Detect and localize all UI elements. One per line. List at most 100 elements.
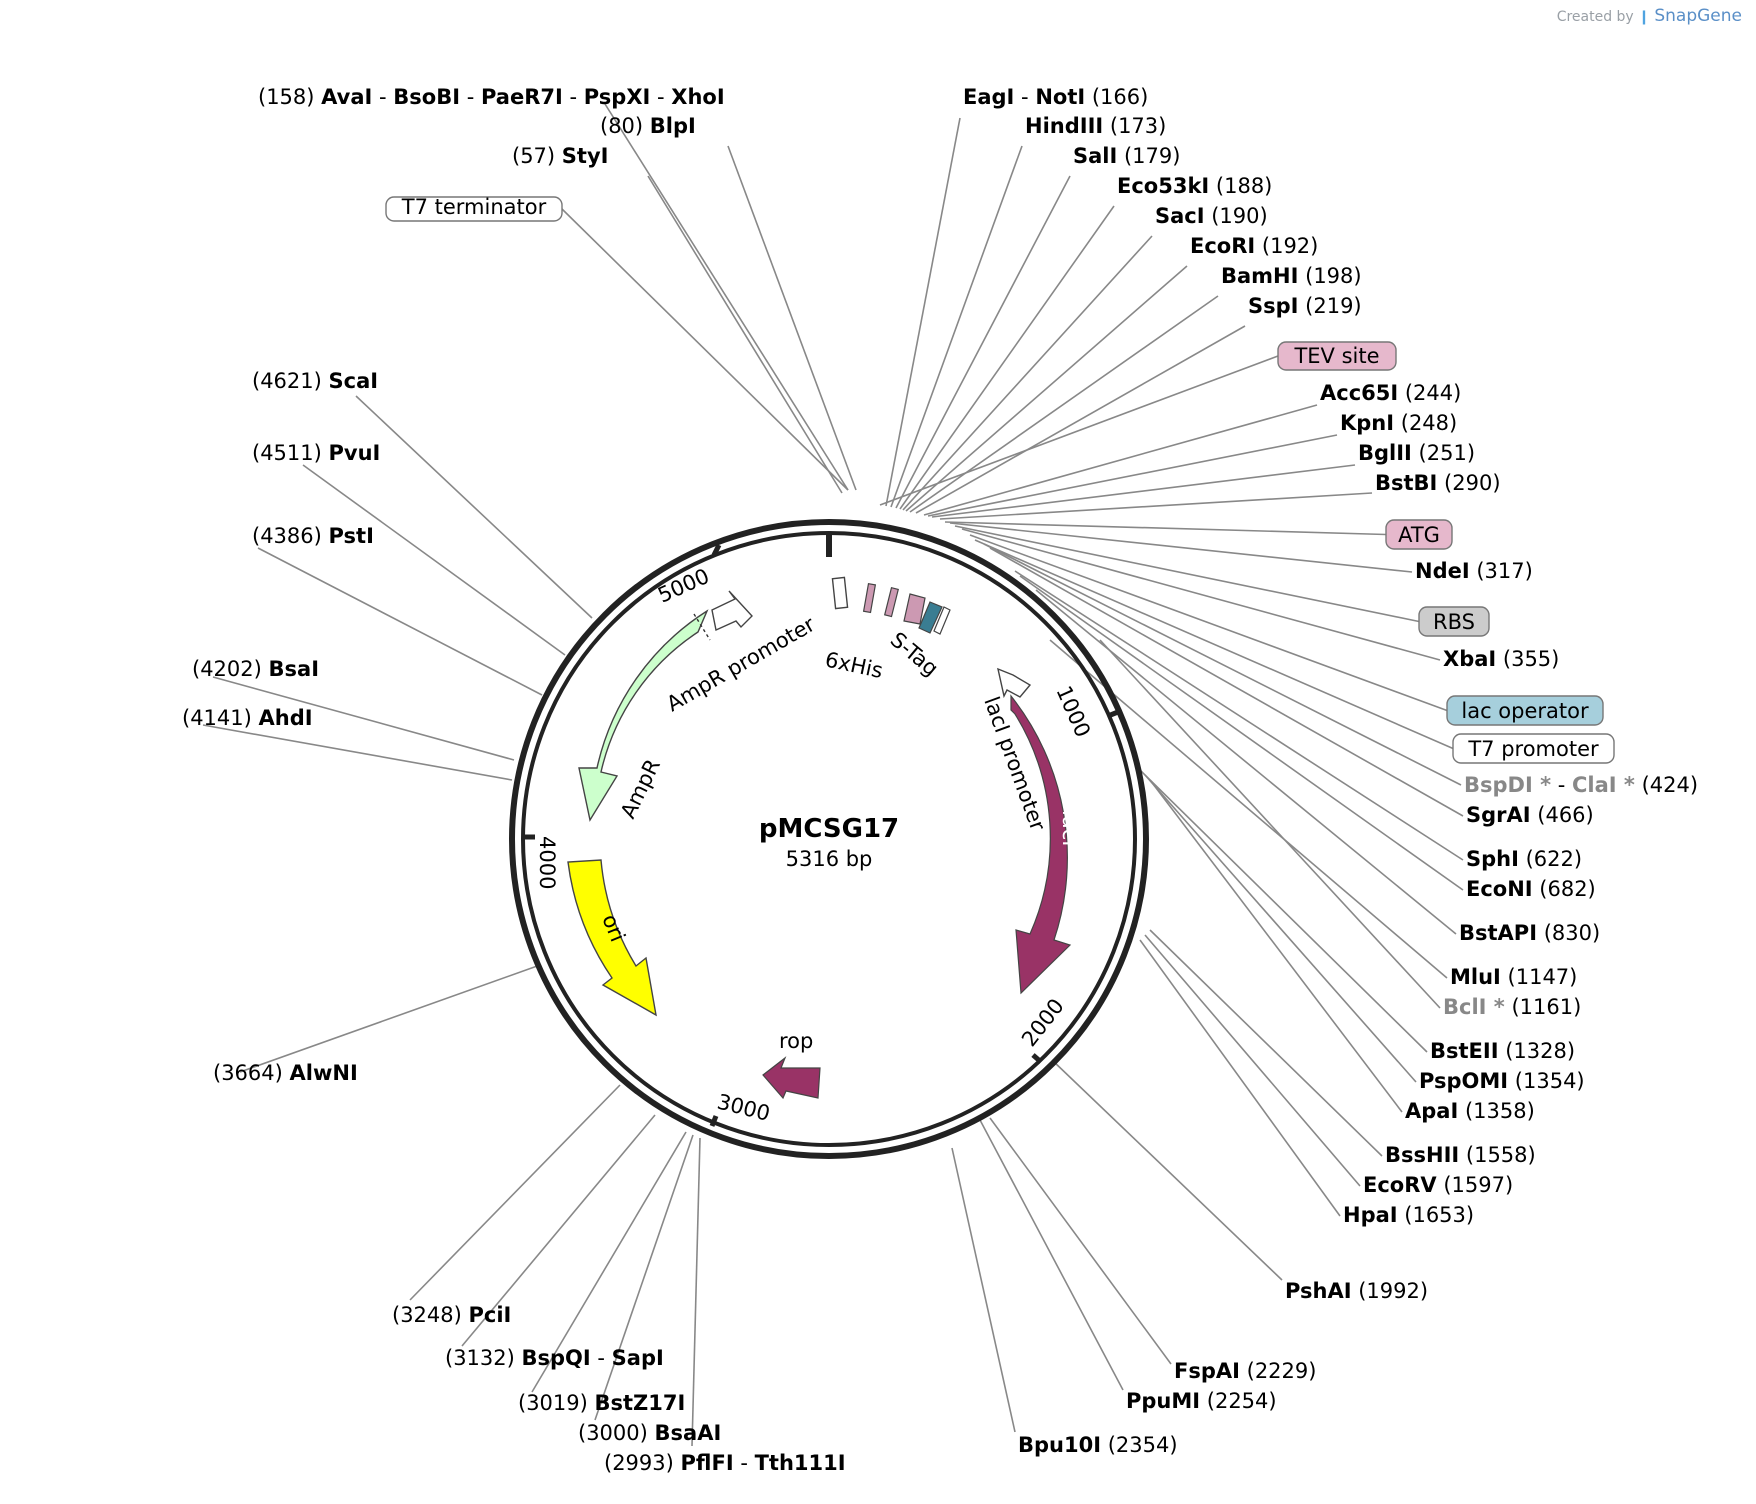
restriction-site[interactable]: (3248) PciI bbox=[392, 1303, 511, 1327]
restriction-site[interactable]: (3019) BstZ17I bbox=[518, 1391, 685, 1415]
restriction-site[interactable]: PspOMI (1354) bbox=[1419, 1069, 1585, 1093]
leader-line bbox=[691, 1137, 701, 1447]
feature-rop-arrow[interactable] bbox=[762, 1056, 821, 1100]
enzyme-name: BsoBI bbox=[393, 85, 460, 109]
leader-line bbox=[927, 434, 1338, 517]
restriction-site[interactable]: SalI (179) bbox=[1073, 144, 1180, 168]
restriction-site[interactable]: KpnI (248) bbox=[1340, 411, 1457, 435]
restriction-site[interactable]: SspI (219) bbox=[1248, 294, 1362, 318]
restriction-site[interactable]: BstEII (1328) bbox=[1430, 1039, 1575, 1063]
tick-2000: 2000 bbox=[1017, 994, 1069, 1051]
leader-line bbox=[879, 355, 1279, 506]
leader-lines bbox=[202, 103, 1464, 1447]
restriction-site[interactable]: ApaI (1358) bbox=[1405, 1099, 1535, 1123]
restriction-site[interactable]: Bpu10I (2354) bbox=[1018, 1433, 1178, 1457]
site-position: (1992) bbox=[1352, 1279, 1429, 1303]
restriction-site[interactable]: (2993) PflFI - Tth111I bbox=[604, 1451, 846, 1475]
leader-line bbox=[302, 464, 566, 656]
restriction-site[interactable]: SgrAI (466) bbox=[1466, 803, 1594, 827]
feature-t7-promoter-arrow[interactable] bbox=[933, 606, 951, 635]
enzyme-name: BsaAI bbox=[655, 1421, 722, 1445]
restriction-site[interactable]: (4386) PstI bbox=[252, 524, 374, 548]
restriction-site[interactable]: BstBI (290) bbox=[1375, 471, 1501, 495]
site-label-text: HindIII (173) bbox=[1025, 114, 1166, 138]
feature-ori-arrow[interactable] bbox=[567, 859, 657, 1017]
restriction-site[interactable]: PshAI (1992) bbox=[1285, 1279, 1428, 1303]
feature-ampr-promoter-arrow[interactable] bbox=[711, 590, 753, 631]
boxed-feature-label[interactable]: lac operator bbox=[1446, 695, 1604, 726]
leader-line bbox=[895, 175, 1071, 509]
restriction-site[interactable]: BglII (251) bbox=[1358, 441, 1475, 465]
restriction-site[interactable]: BssHII (1558) bbox=[1385, 1143, 1536, 1167]
restriction-site[interactable]: (80) BlpI bbox=[600, 114, 696, 138]
restriction-site[interactable]: (4141) AhdI bbox=[182, 706, 313, 730]
feature-t7-terminator-box[interactable] bbox=[831, 576, 849, 610]
tick-4000: 4000 bbox=[535, 836, 559, 889]
leader-line bbox=[905, 265, 1188, 512]
restriction-site[interactable]: (158) AvaI - BsoBI - PaeR7I - PspXI - Xh… bbox=[258, 85, 725, 109]
site-position: (4202) bbox=[192, 657, 269, 681]
restriction-site[interactable]: EcoRI (192) bbox=[1190, 234, 1318, 258]
site-position: (1558) bbox=[1459, 1143, 1536, 1167]
site-position: (1358) bbox=[1458, 1099, 1535, 1123]
restriction-site[interactable]: HindIII (173) bbox=[1025, 114, 1166, 138]
feature-laci-arrow[interactable] bbox=[1010, 694, 1072, 995]
restriction-site[interactable]: SphI (622) bbox=[1466, 847, 1582, 871]
restriction-site[interactable]: EcoNI (682) bbox=[1466, 877, 1596, 901]
plasmid-name: pMCSG17 bbox=[759, 814, 899, 844]
site-label-text: BstAPI (830) bbox=[1459, 921, 1600, 945]
site-position: (1328) bbox=[1499, 1039, 1576, 1063]
restriction-site[interactable]: (4621) ScaI bbox=[252, 369, 378, 393]
leader-line bbox=[1139, 939, 1341, 1217]
restriction-site[interactable]: Acc65I (244) bbox=[1320, 381, 1461, 405]
feature-laci-promoter-arrow[interactable] bbox=[997, 667, 1032, 699]
boxed-feature-label[interactable]: TEV site bbox=[1277, 341, 1397, 371]
boxed-feature-label[interactable]: ATG bbox=[1385, 519, 1453, 550]
boxed-feature-label[interactable]: T7 promoter bbox=[1452, 733, 1615, 764]
enzyme-name: BsaI bbox=[269, 657, 320, 681]
restriction-site[interactable]: BstAPI (830) bbox=[1459, 921, 1600, 945]
restriction-site[interactable]: (3132) BspQI - SapI bbox=[445, 1346, 664, 1370]
feature-ampr-arrow[interactable] bbox=[578, 609, 709, 822]
leader-line bbox=[1149, 779, 1403, 1113]
boxed-feature-label[interactable]: RBS bbox=[1418, 606, 1490, 637]
restriction-site[interactable]: XbaI (355) bbox=[1443, 647, 1559, 671]
feature-tev-box[interactable] bbox=[883, 586, 899, 618]
enzyme-name: Bpu10I bbox=[1018, 1433, 1101, 1457]
site-position: (290) bbox=[1437, 471, 1500, 495]
restriction-site[interactable]: SacI (190) bbox=[1155, 204, 1268, 228]
boxed-feature-label[interactable]: T7 terminator bbox=[385, 195, 563, 222]
site-position: (2993) bbox=[604, 1451, 681, 1475]
restriction-site[interactable]: BamHI (198) bbox=[1221, 264, 1362, 288]
restriction-site[interactable]: BclI * (1161) bbox=[1443, 995, 1581, 1019]
restriction-site[interactable]: (3000) BsaAI bbox=[578, 1421, 721, 1445]
enzyme-name: BspQI bbox=[522, 1346, 591, 1370]
restriction-site[interactable]: NdeI (317) bbox=[1415, 559, 1533, 583]
feature-6xhis-box[interactable] bbox=[862, 582, 877, 614]
restriction-site[interactable]: EagI - NotI (166) bbox=[963, 85, 1148, 109]
restriction-site[interactable]: FspAI (2229) bbox=[1174, 1359, 1316, 1383]
site-position: (190) bbox=[1205, 204, 1268, 228]
site-separator: - bbox=[1014, 85, 1035, 109]
leader-line bbox=[1014, 570, 1464, 861]
restriction-site[interactable]: BspDI * - ClaI * (424) bbox=[1464, 773, 1698, 797]
site-label-text: BssHII (1558) bbox=[1385, 1143, 1536, 1167]
feature-lac-operator-box[interactable] bbox=[918, 601, 943, 634]
restriction-site[interactable]: (57) StyI bbox=[512, 144, 608, 168]
restriction-site[interactable]: HpaI (1653) bbox=[1343, 1203, 1474, 1227]
restriction-site[interactable]: (4511) PvuI bbox=[252, 441, 380, 465]
restriction-site[interactable]: PpuMI (2254) bbox=[1126, 1389, 1277, 1413]
restriction-site-labels: (158) AvaI - BsoBI - PaeR7I - PspXI - Xh… bbox=[182, 85, 1698, 1475]
site-label-text: EcoNI (682) bbox=[1466, 877, 1596, 901]
feature-s-tag-arrow[interactable] bbox=[903, 593, 926, 625]
snapgene-credit: Created by ❙ SnapGene bbox=[1557, 6, 1742, 26]
restriction-site[interactable]: (4202) BsaI bbox=[192, 657, 319, 681]
leader-line bbox=[954, 525, 1420, 623]
enzyme-name: BamHI bbox=[1221, 264, 1298, 288]
site-label-text: KpnI (248) bbox=[1340, 411, 1457, 435]
restriction-site[interactable]: Eco53kI (188) bbox=[1117, 174, 1272, 198]
restriction-site[interactable]: EcoRV (1597) bbox=[1363, 1173, 1513, 1197]
site-label-text: BclI * (1161) bbox=[1443, 995, 1581, 1019]
restriction-site[interactable]: (3664) AlwNI bbox=[213, 1061, 358, 1085]
restriction-site[interactable]: MluI (1147) bbox=[1450, 965, 1577, 989]
